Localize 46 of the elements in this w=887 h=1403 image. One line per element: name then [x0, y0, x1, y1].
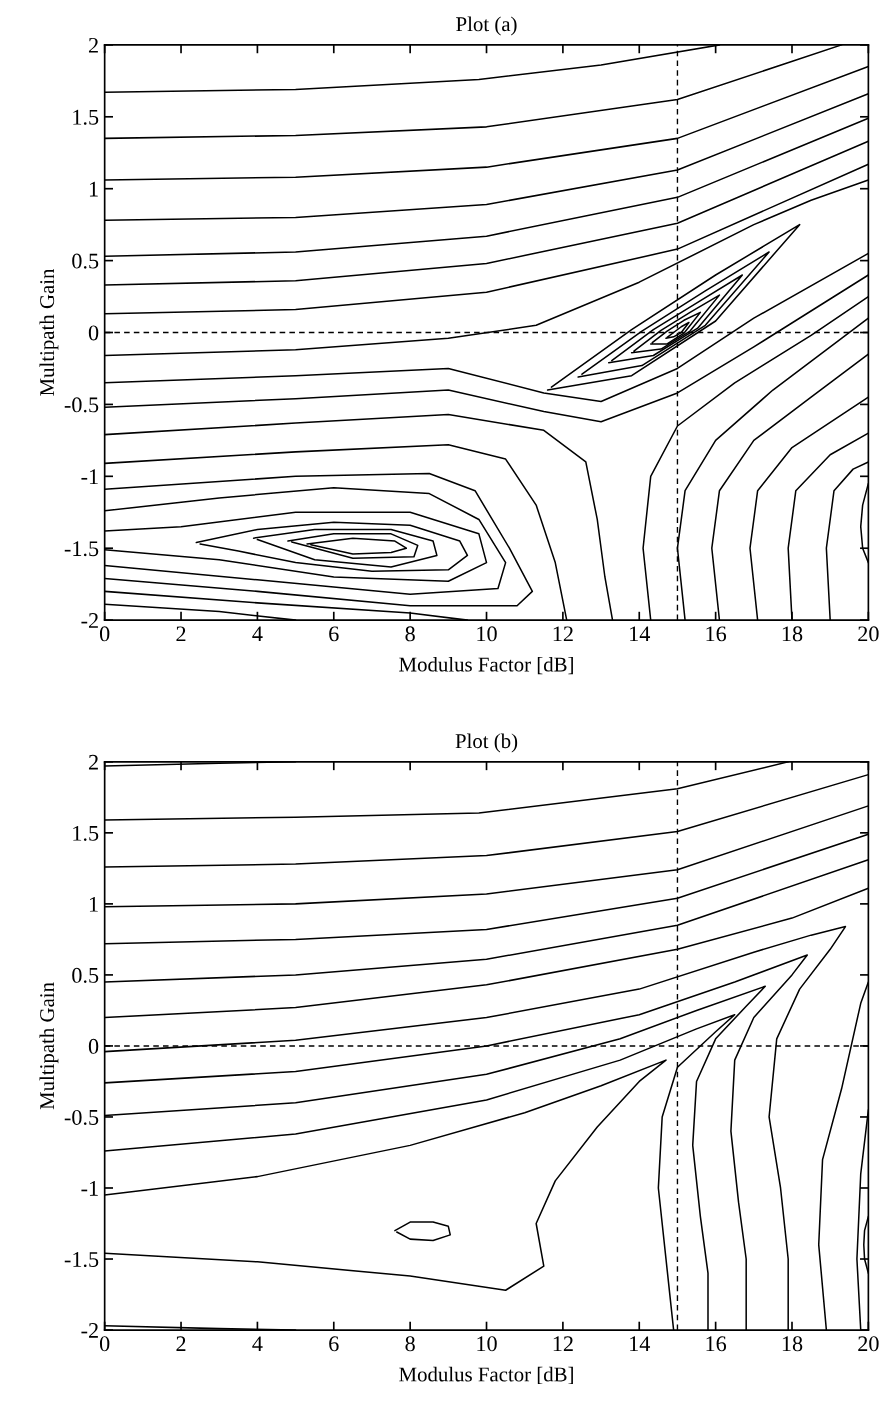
x-tick-label: 0 — [99, 1336, 110, 1352]
x-tick-label: 16 — [706, 626, 727, 642]
y-tick-label: -2 — [81, 613, 98, 628]
x-tick-label: 10 — [477, 1336, 497, 1352]
y-tick-label: 0.5 — [72, 967, 99, 983]
x-tick-label: 10 — [477, 626, 497, 642]
y-tick-label: -0.5 — [64, 397, 99, 413]
y-axis-title: Multipath Gain — [39, 982, 59, 1110]
y-tick-label: 2 — [88, 37, 98, 53]
y-tick-label: -1 — [81, 469, 98, 485]
x-tick-label: 14 — [630, 1336, 651, 1352]
y-tick-label: 1.5 — [73, 109, 99, 125]
x-tick-label: 0 — [99, 626, 110, 642]
x-tick-label: 4 — [252, 1336, 263, 1352]
y-tick-label: 1 — [89, 896, 98, 912]
x-axis-title: Modulus Factor [dB] — [399, 656, 573, 675]
x-tick-label: 18 — [782, 1336, 803, 1352]
y-axis-title: Multipath Gain — [39, 268, 59, 396]
y-tick-label: -1.5 — [64, 1252, 99, 1268]
y-tick-label: -1 — [81, 1181, 98, 1196]
chart-title: Plot (b) — [455, 733, 518, 753]
x-tick-label: 8 — [405, 1336, 415, 1352]
chart-title: Plot (a) — [456, 16, 517, 36]
y-tick-label: 2 — [88, 754, 98, 770]
x-tick-label: 12 — [553, 1336, 573, 1352]
y-tick-label: -1.5 — [64, 541, 99, 557]
y-tick-label: 0 — [88, 1038, 99, 1054]
y-tick-label: 1.5 — [73, 825, 99, 841]
x-tick-label: 20 — [858, 626, 879, 642]
x-tick-label: 14 — [630, 626, 651, 642]
x-tick-label: 20 — [858, 1336, 879, 1352]
x-tick-label: 18 — [782, 626, 803, 642]
y-tick-label: -2 — [81, 1323, 98, 1338]
y-tick-label: 0.5 — [72, 253, 99, 269]
x-tick-label: 6 — [329, 1336, 339, 1352]
x-tick-label: 8 — [405, 626, 415, 642]
x-axis-title: Modulus Factor [dB] — [399, 1366, 573, 1385]
x-tick-label: 2 — [176, 626, 186, 642]
x-tick-label: 4 — [252, 626, 263, 642]
y-tick-label: 0 — [88, 325, 99, 341]
x-tick-label: 12 — [553, 626, 573, 642]
x-tick-label: 6 — [329, 626, 339, 642]
y-tick-label: -0.5 — [64, 1109, 99, 1125]
y-tick-label: 1 — [89, 181, 98, 197]
x-tick-label: 16 — [706, 1336, 727, 1352]
x-tick-label: 2 — [176, 1336, 186, 1352]
